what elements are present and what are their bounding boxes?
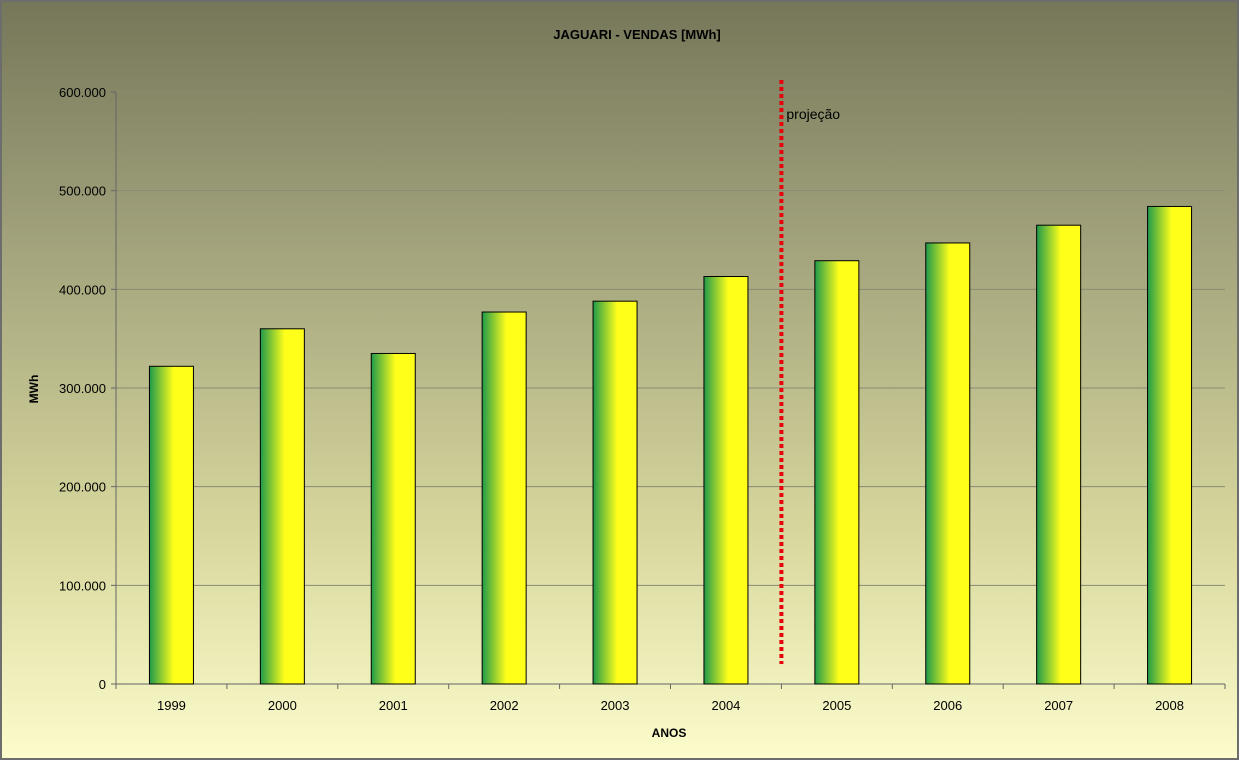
y-tick-label: 100.000 xyxy=(59,578,106,593)
bar-2001 xyxy=(370,352,416,685)
bars xyxy=(148,205,1193,685)
y-tick-label: 400.000 xyxy=(59,282,106,297)
bar-2005 xyxy=(814,260,860,685)
y-tick-label: 500.000 xyxy=(59,184,106,199)
x-tick-label: 1999 xyxy=(157,698,186,713)
y-axis-title: MWh xyxy=(27,375,41,404)
x-axis-ticks: 1999 2000 2001 2002 2003 2004 2005 2006 2007 2008 xyxy=(115,684,1226,713)
bar-2004 xyxy=(703,276,749,685)
bar-2006 xyxy=(925,242,971,685)
bar-2008 xyxy=(1147,205,1193,685)
x-tick-label: 2006 xyxy=(933,698,962,713)
x-tick-label: 2002 xyxy=(490,698,519,713)
bar-1999 xyxy=(148,365,194,685)
chart-title: JAGUARI - VENDAS [MWh] xyxy=(553,27,721,42)
bar-2000 xyxy=(259,328,305,685)
bar-2002 xyxy=(481,311,527,685)
y-axis-ticks: 0 100.000 200.000 300.000 400.000 500.000 600.… xyxy=(59,85,116,692)
y-tick-label: 300.000 xyxy=(59,381,106,396)
x-tick-label: 2004 xyxy=(711,698,740,713)
x-tick-label: 2007 xyxy=(1044,698,1073,713)
bar-2003 xyxy=(592,300,638,685)
projection-label: projeção xyxy=(786,106,840,122)
y-tick-label: 200.000 xyxy=(59,480,106,495)
x-tick-label: 2000 xyxy=(268,698,297,713)
y-tick-label: 600.000 xyxy=(59,85,106,100)
x-axis-title: ANOS xyxy=(652,726,687,740)
x-tick-label: 2003 xyxy=(601,698,630,713)
bar-2007 xyxy=(1036,224,1082,685)
y-tick-label: 0 xyxy=(99,677,106,692)
x-tick-label: 2001 xyxy=(379,698,408,713)
x-tick-label: 2008 xyxy=(1155,698,1184,713)
x-tick-label: 2005 xyxy=(822,698,851,713)
